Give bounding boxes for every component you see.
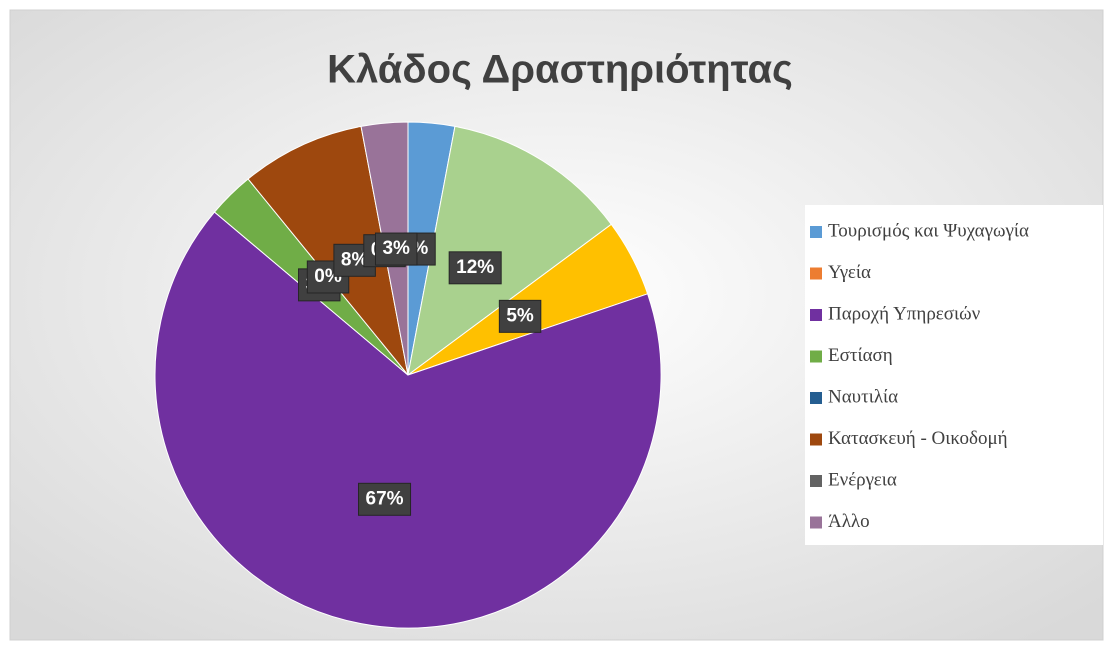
legend-marker xyxy=(810,309,822,321)
legend-label: Εστίαση xyxy=(828,345,893,366)
legend-marker xyxy=(810,226,822,238)
legend-label: Άλλο xyxy=(828,511,870,532)
pie-slice xyxy=(154,211,662,629)
data-label-text: 5% xyxy=(506,305,534,326)
legend-label: Τουρισμός και Ψυχαγωγία xyxy=(828,220,1029,241)
legend-label: Κατασκευή - Οικοδομή xyxy=(828,428,1008,449)
data-label: 5% xyxy=(498,299,542,333)
data-label-text: 12% xyxy=(456,257,494,278)
legend-label: Ναυτιλία xyxy=(828,386,898,407)
chart-title: Κλάδος Δραστηριότητας xyxy=(327,48,793,92)
data-label: 12% xyxy=(448,251,502,285)
legend-label: Ενέργεια xyxy=(828,469,897,490)
data-label-box xyxy=(498,299,542,333)
data-label: 3% xyxy=(374,232,418,266)
data-label-box xyxy=(374,232,418,266)
legend-marker xyxy=(810,267,822,280)
pie-slice xyxy=(247,125,409,376)
legend-box xyxy=(805,205,1103,545)
data-label: 67% xyxy=(358,482,412,516)
legend-label: Παροχή Υπηρεσιών xyxy=(828,303,981,324)
data-label-text: 8% xyxy=(341,249,369,270)
legend-marker xyxy=(810,475,822,487)
legend-marker xyxy=(810,350,822,363)
legend-marker xyxy=(810,433,822,446)
legend-marker xyxy=(810,516,822,529)
data-label-text: 67% xyxy=(366,488,404,509)
data-label-box xyxy=(358,482,412,516)
legend-marker xyxy=(810,392,822,404)
legend-label: Υγεία xyxy=(828,262,871,283)
data-label-box xyxy=(448,251,502,285)
pie-slice xyxy=(407,125,612,377)
data-label-text: 3% xyxy=(382,238,410,259)
data-label: 0% xyxy=(306,260,350,294)
